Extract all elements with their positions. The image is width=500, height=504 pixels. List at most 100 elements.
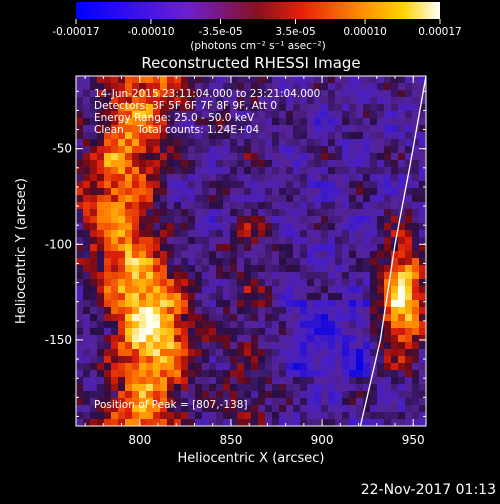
- heatmap-cell: [125, 125, 132, 132]
- heatmap-cell: [412, 167, 419, 174]
- heatmap-cell: [160, 153, 167, 160]
- heatmap-cell: [258, 391, 265, 398]
- heatmap-cell: [230, 181, 237, 188]
- heatmap-cell: [223, 377, 230, 384]
- heatmap-cell: [237, 153, 244, 160]
- heatmap-cell: [230, 132, 237, 139]
- heatmap-cell: [237, 419, 244, 426]
- heatmap-cell: [174, 293, 181, 300]
- heatmap-cell: [118, 188, 125, 195]
- heatmap-cell: [405, 314, 412, 321]
- heatmap-cell: [258, 125, 265, 132]
- heatmap-cell: [349, 237, 356, 244]
- heatmap-cell: [251, 258, 258, 265]
- heatmap-cell: [419, 237, 426, 244]
- heatmap-cell: [153, 265, 160, 272]
- heatmap-cell: [377, 97, 384, 104]
- heatmap-cell: [328, 111, 335, 118]
- heatmap-cell: [111, 307, 118, 314]
- heatmap-cell: [153, 125, 160, 132]
- heatmap-cell: [349, 146, 356, 153]
- heatmap-cell: [111, 419, 118, 426]
- heatmap-cell: [188, 195, 195, 202]
- heatmap-cell: [286, 90, 293, 97]
- heatmap-cell: [181, 286, 188, 293]
- heatmap-cell: [349, 251, 356, 258]
- heatmap-cell: [146, 181, 153, 188]
- heatmap-cell: [90, 90, 97, 97]
- heatmap-cell: [244, 195, 251, 202]
- heatmap-cell: [237, 405, 244, 412]
- heatmap-cell: [265, 209, 272, 216]
- heatmap-cell: [370, 398, 377, 405]
- heatmap-cell: [202, 174, 209, 181]
- heatmap-cell: [132, 90, 139, 97]
- heatmap-cell: [328, 125, 335, 132]
- heatmap-cell: [419, 216, 426, 223]
- heatmap-cell: [286, 300, 293, 307]
- heatmap-cell: [286, 286, 293, 293]
- heatmap-cell: [363, 328, 370, 335]
- heatmap-cell: [104, 104, 111, 111]
- heatmap-cell: [356, 405, 363, 412]
- heatmap-cell: [342, 223, 349, 230]
- heatmap-cell: [412, 349, 419, 356]
- heatmap-cell: [391, 76, 398, 83]
- heatmap-cell: [125, 335, 132, 342]
- heatmap-cell: [76, 328, 83, 335]
- heatmap-cell: [293, 118, 300, 125]
- heatmap-cell: [286, 216, 293, 223]
- heatmap-cell: [174, 76, 181, 83]
- heatmap-cell: [181, 307, 188, 314]
- heatmap-cell: [216, 111, 223, 118]
- heatmap-cell: [342, 251, 349, 258]
- heatmap-cell: [293, 356, 300, 363]
- heatmap-cell: [356, 307, 363, 314]
- heatmap-cell: [181, 216, 188, 223]
- heatmap-cell: [209, 167, 216, 174]
- heatmap-cell: [356, 412, 363, 419]
- heatmap-cell: [181, 139, 188, 146]
- heatmap-cell: [300, 405, 307, 412]
- heatmap-cell: [244, 314, 251, 321]
- heatmap-cell: [202, 244, 209, 251]
- heatmap-cell: [160, 104, 167, 111]
- heatmap-cell: [405, 202, 412, 209]
- heatmap-cell: [419, 405, 426, 412]
- heatmap-cell: [244, 118, 251, 125]
- heatmap-cell: [160, 398, 167, 405]
- heatmap-cell: [104, 216, 111, 223]
- heatmap-cell: [265, 419, 272, 426]
- heatmap-cell: [293, 349, 300, 356]
- heatmap-cell: [244, 174, 251, 181]
- heatmap-cell: [391, 286, 398, 293]
- heatmap-cell: [153, 202, 160, 209]
- heatmap-cell: [97, 146, 104, 153]
- heatmap-cell: [405, 258, 412, 265]
- heatmap-cell: [230, 293, 237, 300]
- heatmap-cell: [321, 328, 328, 335]
- heatmap-cell: [139, 223, 146, 230]
- heatmap-cell: [209, 195, 216, 202]
- heatmap-cell: [237, 384, 244, 391]
- heatmap-cell: [230, 76, 237, 83]
- heatmap-cell: [377, 104, 384, 111]
- heatmap-cell: [307, 125, 314, 132]
- heatmap-cell: [230, 314, 237, 321]
- heatmap-cell: [328, 118, 335, 125]
- heatmap-cell: [244, 153, 251, 160]
- heatmap-cell: [76, 223, 83, 230]
- heatmap-cell: [293, 307, 300, 314]
- heatmap-cell: [300, 111, 307, 118]
- heatmap-cell: [195, 286, 202, 293]
- heatmap-cell: [174, 83, 181, 90]
- heatmap-cell: [307, 328, 314, 335]
- heatmap-cell: [118, 307, 125, 314]
- heatmap-cell: [293, 209, 300, 216]
- heatmap-cell: [384, 209, 391, 216]
- heatmap-cell: [412, 265, 419, 272]
- y-axis-label: Heliocentric Y (arcsec): [14, 178, 29, 324]
- heatmap-cell: [118, 125, 125, 132]
- heatmap-cell: [97, 258, 104, 265]
- heatmap-cell: [335, 300, 342, 307]
